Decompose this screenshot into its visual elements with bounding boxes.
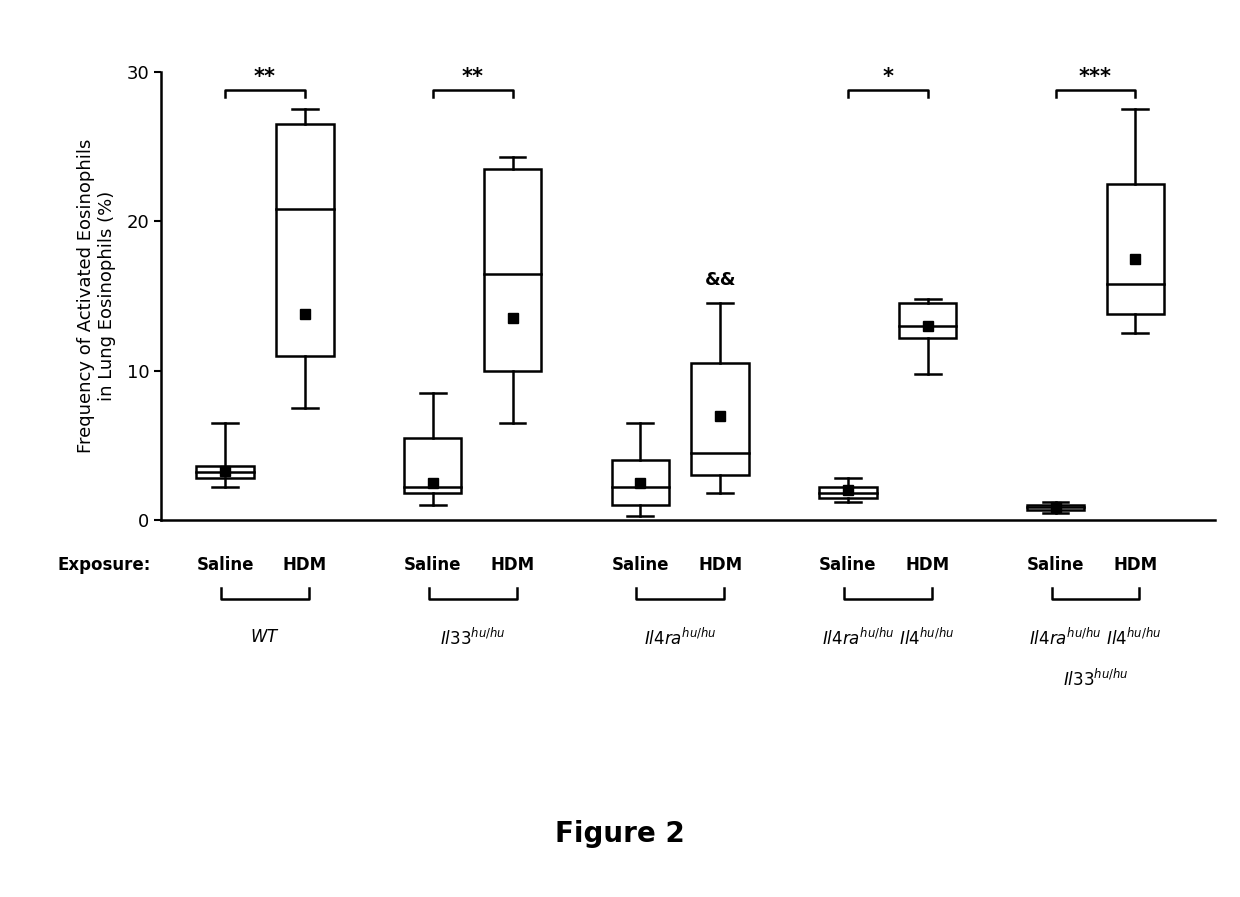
- Text: HDM: HDM: [698, 556, 743, 574]
- Text: Saline: Saline: [611, 556, 670, 574]
- Text: HDM: HDM: [905, 556, 950, 574]
- Bar: [820, 487, 877, 498]
- Text: $\mathit{Il4ra}^{hu/hu}$: $\mathit{Il4ra}^{hu/hu}$: [644, 628, 717, 649]
- Text: Figure 2: Figure 2: [556, 820, 684, 849]
- Text: HDM: HDM: [491, 556, 534, 574]
- Bar: [404, 438, 461, 493]
- Bar: [1106, 184, 1164, 314]
- Bar: [1027, 505, 1084, 509]
- Text: *: *: [883, 67, 893, 88]
- Text: $\mathit{WT}$: $\mathit{WT}$: [250, 628, 280, 646]
- Text: $\mathit{Il4ra}^{hu/hu}\ \mathit{Il4}^{hu/hu}$: $\mathit{Il4ra}^{hu/hu}\ \mathit{Il4}^{h…: [1029, 628, 1162, 649]
- Bar: [899, 303, 956, 338]
- Bar: [692, 363, 749, 475]
- Text: HDM: HDM: [1114, 556, 1157, 574]
- Y-axis label: Frequency of Activated Eosinophils
in Lung Eosinophils (%): Frequency of Activated Eosinophils in Lu…: [77, 139, 115, 453]
- Text: Exposure:: Exposure:: [57, 556, 151, 574]
- Bar: [484, 169, 542, 370]
- Bar: [196, 466, 254, 478]
- Text: HDM: HDM: [283, 556, 327, 574]
- Text: Saline: Saline: [404, 556, 461, 574]
- Bar: [277, 124, 334, 356]
- Text: $\mathit{Il33}^{hu/hu}$: $\mathit{Il33}^{hu/hu}$: [1063, 668, 1128, 690]
- Text: $\mathit{Il33}^{hu/hu}$: $\mathit{Il33}^{hu/hu}$: [440, 628, 506, 649]
- Text: **: **: [461, 67, 484, 88]
- Text: ***: ***: [1079, 67, 1112, 88]
- Text: &&: &&: [704, 271, 735, 289]
- Text: $\mathit{Il4ra}^{hu/hu}\ \mathit{Il4}^{hu/hu}$: $\mathit{Il4ra}^{hu/hu}\ \mathit{Il4}^{h…: [822, 628, 954, 649]
- Text: Saline: Saline: [1027, 556, 1084, 574]
- Text: Saline: Saline: [196, 556, 254, 574]
- Bar: [611, 460, 670, 505]
- Text: Saline: Saline: [820, 556, 877, 574]
- Text: **: **: [254, 67, 277, 88]
